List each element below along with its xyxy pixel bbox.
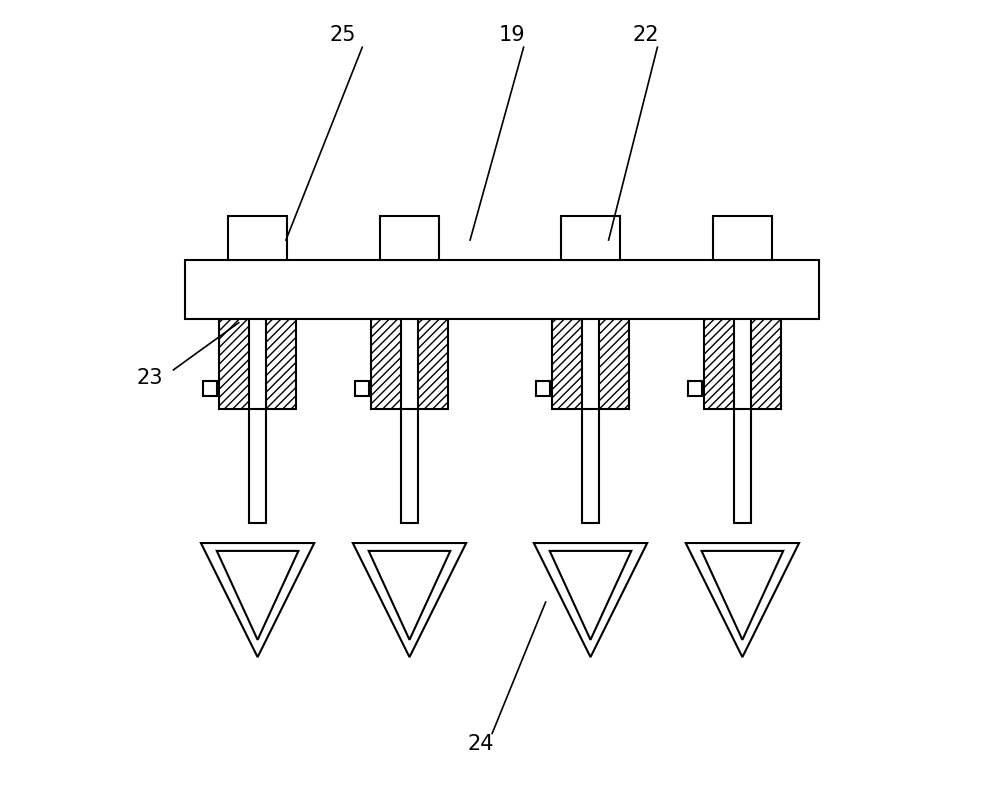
Bar xyxy=(751,319,781,409)
Bar xyxy=(380,216,439,260)
Polygon shape xyxy=(550,551,631,640)
Text: 22: 22 xyxy=(632,25,659,46)
Bar xyxy=(185,260,819,319)
Bar xyxy=(249,409,266,523)
Text: 19: 19 xyxy=(498,25,525,46)
Bar xyxy=(599,319,629,409)
Polygon shape xyxy=(686,543,799,657)
Bar xyxy=(418,319,448,409)
Bar xyxy=(713,216,772,260)
Bar xyxy=(228,216,287,260)
Bar xyxy=(704,319,734,409)
Bar xyxy=(219,319,249,409)
Bar xyxy=(371,319,401,409)
Bar xyxy=(552,319,582,409)
Polygon shape xyxy=(702,551,783,640)
Bar xyxy=(536,382,550,396)
Bar xyxy=(734,409,751,523)
Bar xyxy=(688,382,702,396)
Polygon shape xyxy=(534,543,647,657)
Bar xyxy=(355,382,369,396)
Text: 24: 24 xyxy=(467,733,494,754)
Bar xyxy=(266,319,296,409)
Polygon shape xyxy=(369,551,450,640)
Bar xyxy=(582,409,599,523)
Polygon shape xyxy=(201,543,314,657)
Bar xyxy=(203,382,217,396)
Bar xyxy=(401,409,418,523)
Polygon shape xyxy=(353,543,466,657)
Text: 25: 25 xyxy=(329,25,356,46)
Bar xyxy=(561,216,620,260)
Text: 23: 23 xyxy=(137,368,163,388)
Polygon shape xyxy=(217,551,298,640)
